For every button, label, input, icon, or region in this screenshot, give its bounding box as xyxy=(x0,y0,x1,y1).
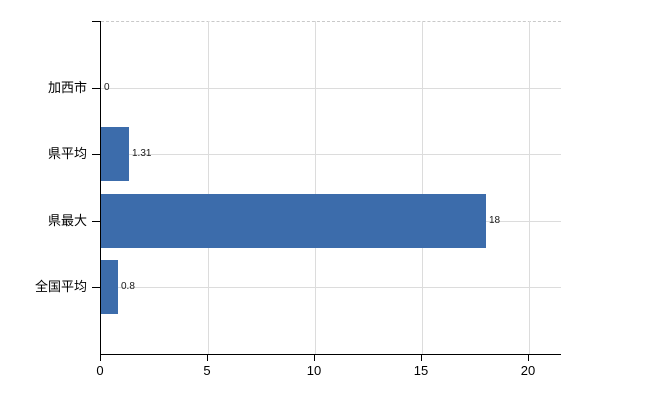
x-axis-tick-label: 10 xyxy=(306,363,322,378)
bar xyxy=(101,260,118,314)
horizontal-gridline xyxy=(101,287,561,288)
x-axis-tick-label: 15 xyxy=(413,363,429,378)
x-axis-tick-label: 5 xyxy=(203,363,211,378)
bar-value-label: 18 xyxy=(489,215,501,226)
bar xyxy=(101,194,486,248)
bar xyxy=(101,127,129,181)
plot-area xyxy=(100,21,561,355)
x-axis-tick xyxy=(528,355,529,361)
x-axis-tick xyxy=(100,355,101,361)
category-label: 加西市 xyxy=(47,80,87,95)
horizontal-gridline xyxy=(101,88,561,89)
plot-top-border xyxy=(101,21,561,22)
vertical-gridline xyxy=(422,21,423,354)
horizontal-gridline xyxy=(101,154,561,155)
y-axis-tick xyxy=(92,88,100,89)
bar-value-label: 0 xyxy=(104,82,110,93)
bar-value-label: 1.31 xyxy=(132,148,152,159)
y-axis-tick xyxy=(92,287,100,288)
category-label: 県平均 xyxy=(47,146,87,161)
vertical-gridline xyxy=(315,21,316,354)
x-axis-tick xyxy=(421,355,422,361)
x-axis-tick-label: 0 xyxy=(96,363,104,378)
category-label: 全国平均 xyxy=(34,279,87,294)
x-axis-tick-label: 20 xyxy=(520,363,536,378)
vertical-gridline xyxy=(208,21,209,354)
y-axis-tick xyxy=(92,154,100,155)
x-axis-tick xyxy=(207,355,208,361)
category-label: 県最大 xyxy=(47,213,87,228)
y-axis-tick xyxy=(92,221,100,222)
bar-value-label: 0.8 xyxy=(121,281,135,292)
y-axis-end-tick xyxy=(92,21,100,22)
vertical-gridline xyxy=(529,21,530,354)
x-axis-tick xyxy=(314,355,315,361)
